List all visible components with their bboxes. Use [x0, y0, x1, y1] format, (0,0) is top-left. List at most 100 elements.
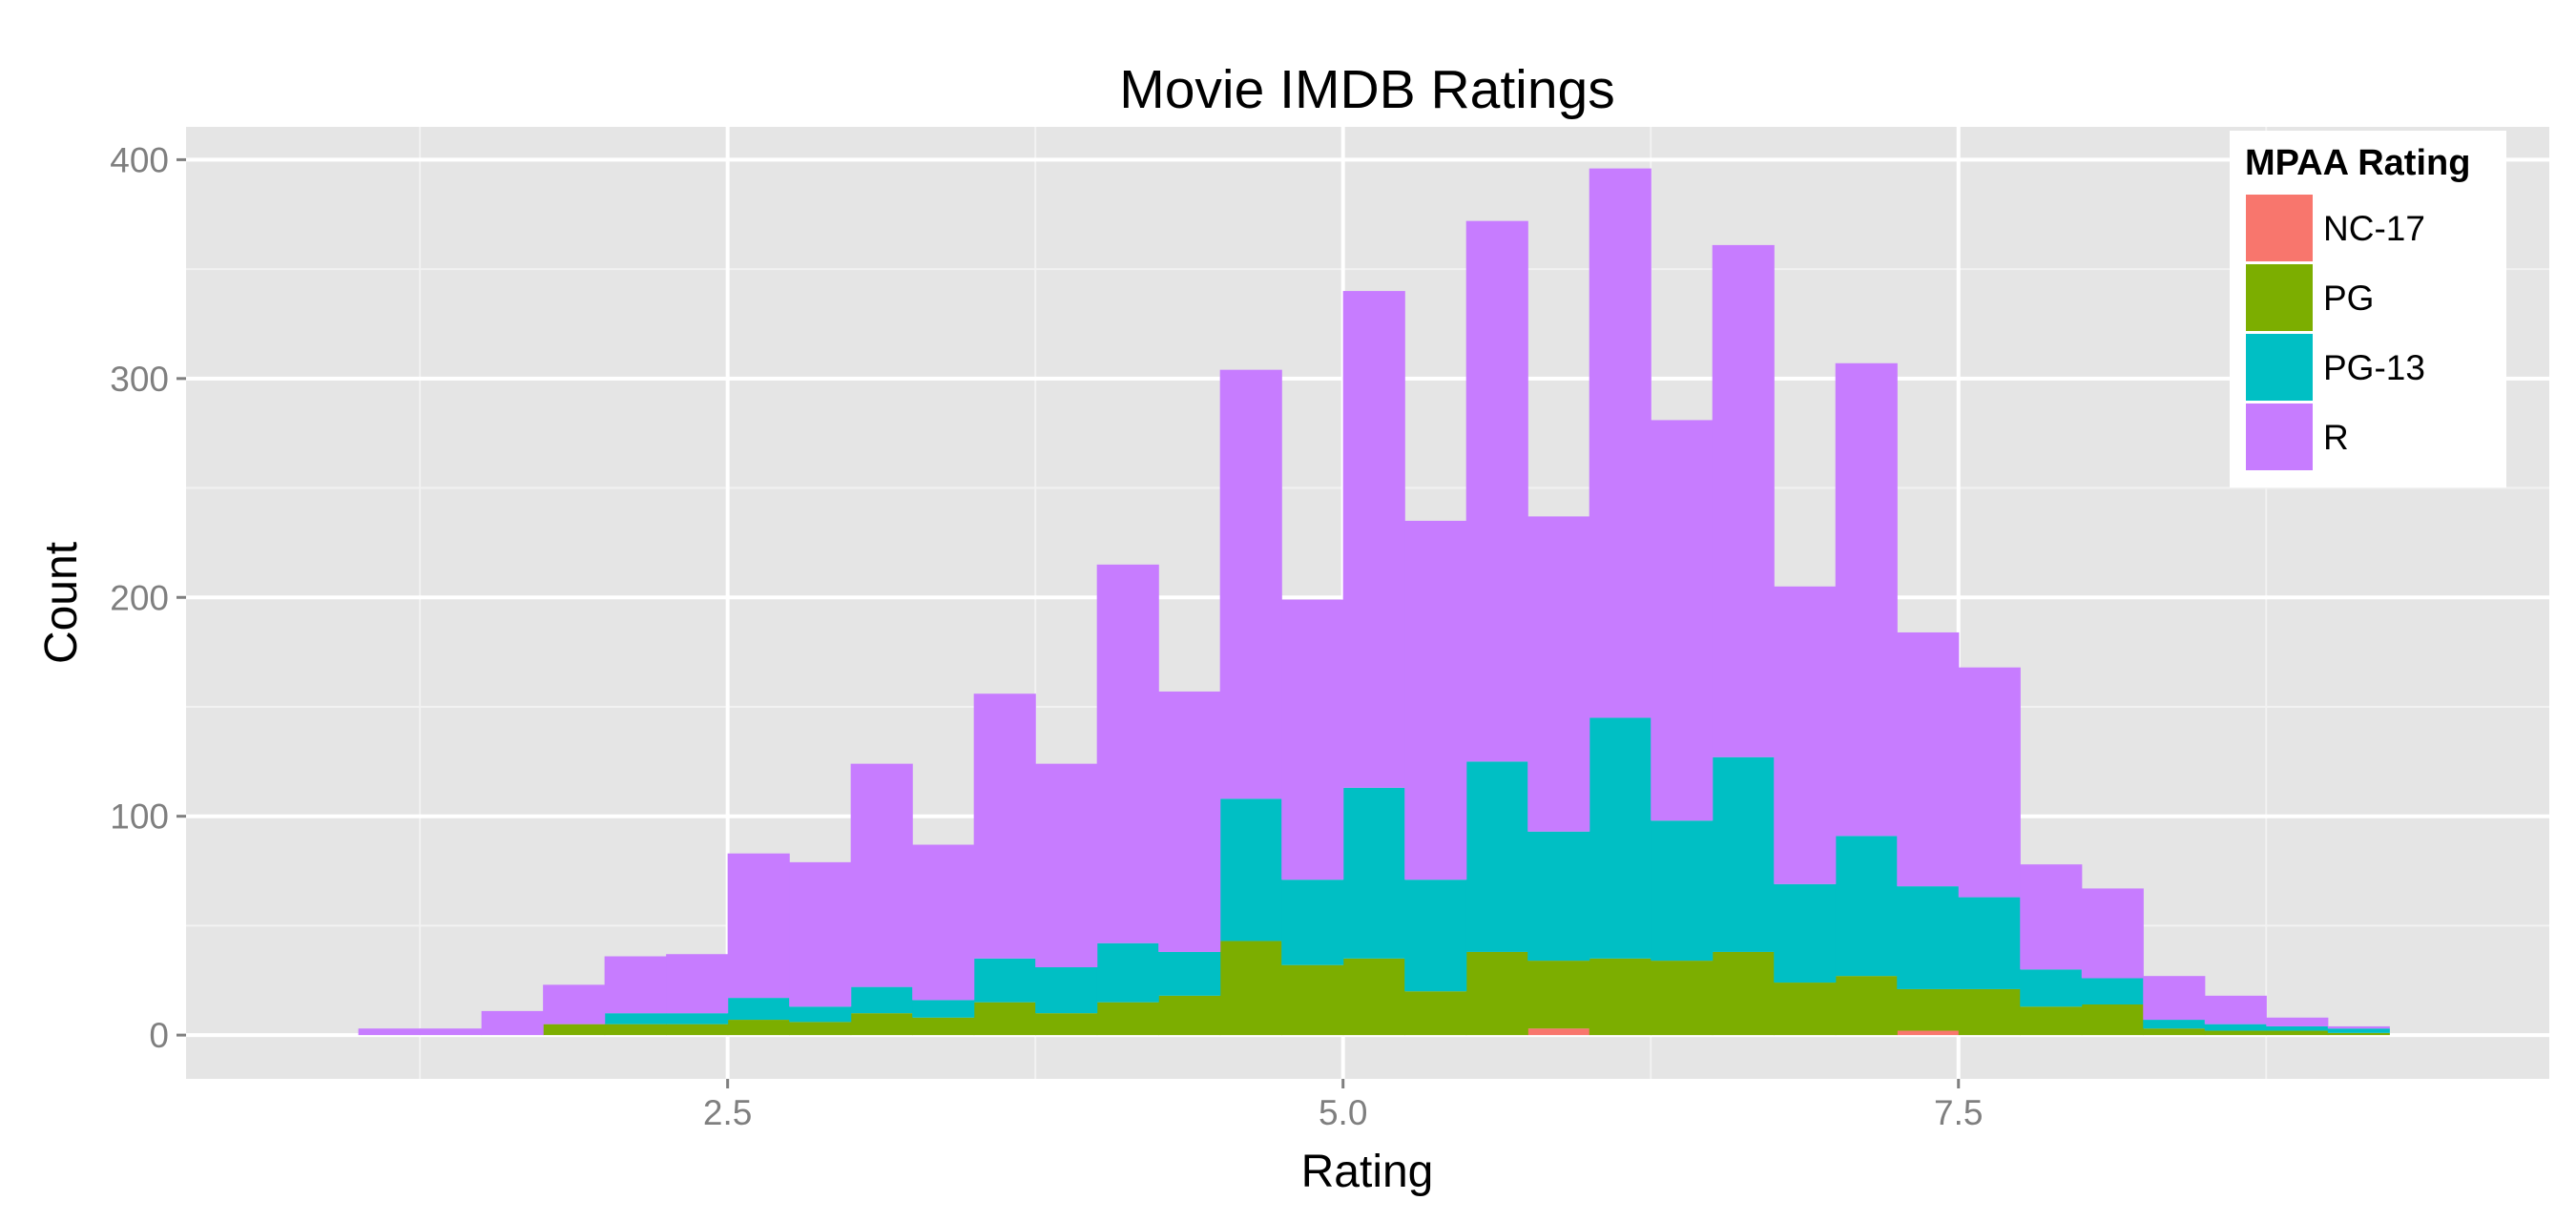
bar-nc-17 — [1527, 1028, 1590, 1036]
y-axis-label: Count — [36, 542, 87, 664]
x-tick-label: 7.5 — [1934, 1093, 1983, 1132]
bar-pg — [1651, 961, 1714, 1036]
legend-label-pg: PG — [2323, 279, 2374, 318]
bar-pg-13 — [1158, 951, 1221, 996]
bar-pg-13 — [1035, 966, 1098, 1014]
bar-r — [850, 763, 913, 987]
bar-pg — [1835, 976, 1898, 1036]
bar-pg-13 — [1712, 756, 1775, 952]
bar-r — [1404, 520, 1467, 880]
bar-r — [789, 861, 852, 1007]
bar-r — [1342, 291, 1405, 788]
bar-pg-13 — [1589, 717, 1652, 959]
bar-r — [1589, 168, 1652, 718]
bar-pg — [1958, 988, 2021, 1036]
bar-r — [2266, 1017, 2329, 1026]
bar-r — [912, 844, 975, 1001]
legend-label-pg-13: PG-13 — [2323, 348, 2425, 387]
bar-pg-13 — [912, 1000, 975, 1018]
bar-pg-13 — [2020, 969, 2083, 1007]
bar-pg-13 — [789, 1006, 852, 1023]
bar-pg-13 — [1342, 787, 1405, 959]
y-tick-label: 300 — [110, 360, 169, 399]
bar-pg — [1589, 958, 1652, 1036]
bar-pg — [1158, 995, 1221, 1036]
bar-r — [1712, 244, 1775, 757]
bar-pg-13 — [2204, 1024, 2267, 1031]
bars — [358, 168, 2390, 1036]
bar-pg-13 — [1651, 820, 1714, 962]
bar-pg — [1096, 1002, 1159, 1036]
bar-pg — [1465, 951, 1528, 1036]
bar-r — [2081, 888, 2144, 979]
bar-pg — [1712, 951, 1775, 1036]
bar-pg-13 — [1096, 942, 1159, 1003]
bar-r — [666, 954, 729, 1014]
bar-pg-13 — [2266, 1025, 2329, 1031]
bar-pg — [2266, 1030, 2329, 1036]
bar-pg-13 — [1219, 798, 1282, 942]
bar-r — [604, 956, 667, 1014]
bar-pg — [727, 1020, 790, 1036]
bar-r — [543, 984, 606, 1024]
bar-pg-13 — [727, 998, 790, 1021]
bar-pg-13 — [1404, 880, 1467, 992]
bar-pg — [666, 1024, 729, 1036]
chart-title: Movie IMDB Ratings — [1119, 59, 1615, 120]
bar-pg — [604, 1024, 667, 1036]
bar-nc-17 — [1897, 1030, 1960, 1036]
bar-pg-13 — [973, 958, 1036, 1003]
bar-r — [481, 1010, 544, 1036]
bar-pg — [1404, 991, 1467, 1036]
bar-pg — [1774, 983, 1837, 1036]
bar-r — [358, 1028, 421, 1036]
legend-key-nc-17 — [2244, 193, 2315, 263]
bar-pg — [2204, 1030, 2267, 1036]
bar-pg-13 — [1465, 761, 1528, 952]
bar-pg — [2020, 1006, 2083, 1036]
bar-pg-13 — [850, 986, 913, 1014]
y-tick-label: 400 — [110, 140, 169, 179]
bar-r — [1897, 631, 1960, 887]
legend-key-r — [2244, 402, 2315, 472]
bar-pg — [1527, 961, 1590, 1029]
bar-r — [1158, 691, 1221, 952]
x-tick-label: 5.0 — [1319, 1093, 1367, 1132]
bar-pg — [1035, 1013, 1098, 1036]
legend-label-nc-17: NC-17 — [2323, 209, 2425, 248]
bar-r — [2204, 995, 2267, 1024]
y-tick-label: 100 — [110, 797, 169, 837]
bar-r — [1651, 420, 1714, 821]
bar-pg — [973, 1002, 1036, 1036]
bar-pg — [2081, 1004, 2144, 1036]
bar-pg — [1281, 964, 1344, 1036]
legend-key-pg-13 — [2244, 332, 2315, 403]
y-tick-label: 0 — [149, 1016, 169, 1055]
bar-r — [1219, 369, 1282, 799]
bar-pg — [850, 1013, 913, 1036]
bar-r — [1035, 763, 1098, 967]
bar-pg — [2143, 1028, 2206, 1036]
bar-pg — [789, 1022, 852, 1036]
x-tick-label: 2.5 — [703, 1093, 752, 1132]
bar-r — [1096, 564, 1159, 943]
bar-pg — [912, 1017, 975, 1036]
bar-r — [2327, 1025, 2390, 1029]
bar-r — [1465, 220, 1528, 762]
bar-pg — [1219, 941, 1282, 1036]
bar-pg — [543, 1024, 606, 1036]
legend: MPAA Rating NC-17 PG PG-13 R — [2230, 131, 2506, 487]
bar-pg-13 — [604, 1013, 667, 1024]
bar-pg-13 — [2081, 978, 2144, 1004]
bar-r — [420, 1028, 483, 1036]
x-axis-label: Rating — [1301, 1147, 1434, 1197]
bar-pg-13 — [1527, 831, 1590, 962]
bar-pg — [2327, 1032, 2390, 1036]
axis-ticks: 2.5 5.0 7.5 0 100 200 300 400 — [110, 140, 1983, 1132]
bar-r — [1527, 516, 1590, 832]
bar-r — [1774, 586, 1837, 884]
bar-r — [973, 693, 1036, 959]
bar-pg-13 — [1897, 886, 1960, 989]
